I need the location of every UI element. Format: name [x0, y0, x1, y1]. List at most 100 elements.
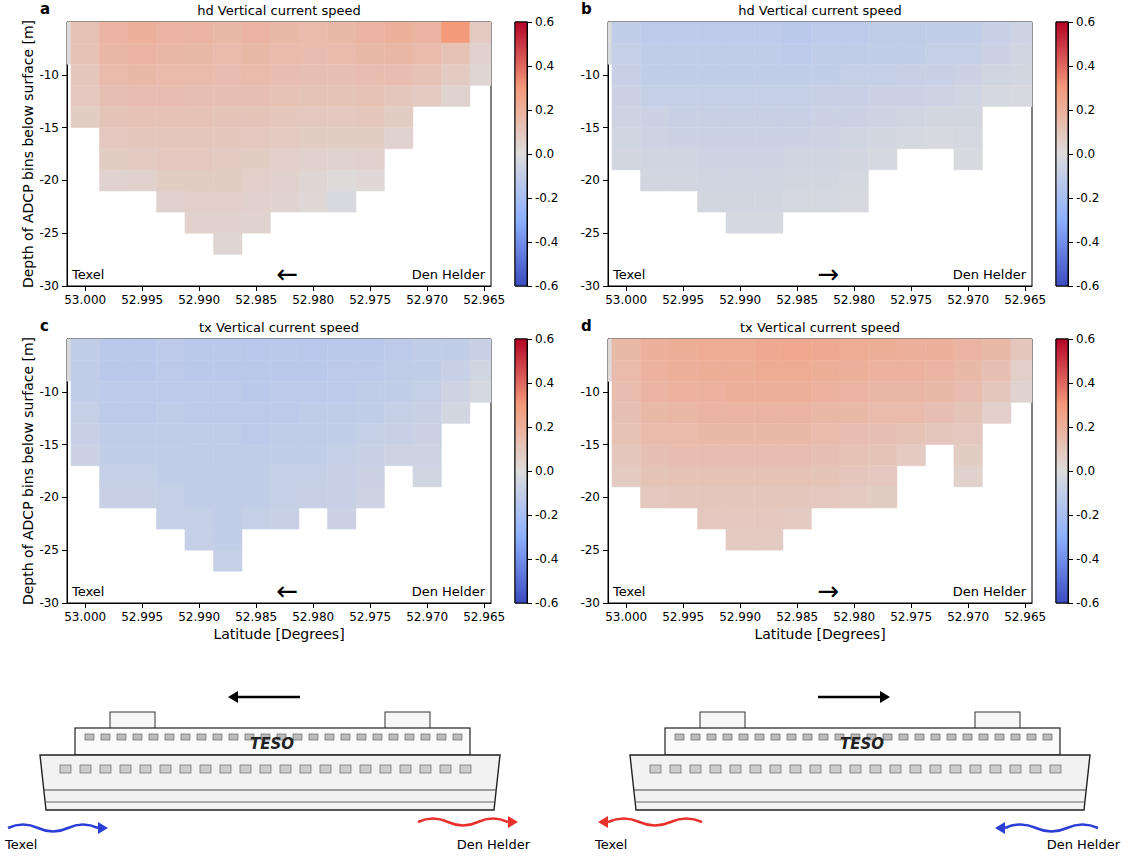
svg-text:0.0: 0.0	[1076, 464, 1095, 478]
svg-text:Texel: Texel	[594, 837, 627, 852]
svg-text:0.6: 0.6	[1076, 332, 1095, 346]
svg-text:0.6: 0.6	[535, 332, 554, 346]
svg-text:52.970: 52.970	[406, 293, 448, 307]
svg-text:0.4: 0.4	[535, 59, 554, 73]
svg-text:Texel: Texel	[612, 584, 645, 599]
svg-text:-0.2: -0.2	[1076, 191, 1099, 205]
svg-text:Latitude [Degrees]: Latitude [Degrees]	[754, 626, 885, 642]
svg-text:0.2: 0.2	[535, 103, 554, 117]
svg-text:Den Helder: Den Helder	[1047, 837, 1121, 852]
svg-text:Den Helder: Den Helder	[412, 267, 486, 282]
svg-text:-30: -30	[580, 596, 600, 610]
svg-text:-15: -15	[580, 121, 600, 135]
svg-text:Depth of ADCP bins below surfa: Depth of ADCP bins below surface [m]	[20, 337, 36, 605]
svg-text:52.970: 52.970	[947, 610, 989, 624]
svg-text:52.990: 52.990	[719, 293, 761, 307]
svg-text:-0.4: -0.4	[1076, 235, 1099, 249]
svg-text:-0.4: -0.4	[1076, 552, 1099, 566]
svg-text:-30: -30	[39, 596, 59, 610]
svg-text:Den Helder: Den Helder	[953, 584, 1027, 599]
svg-text:53.000: 53.000	[64, 610, 106, 624]
svg-text:0.0: 0.0	[535, 147, 554, 161]
svg-text:Den Helder: Den Helder	[457, 837, 531, 852]
svg-text:-0.6: -0.6	[535, 279, 558, 293]
svg-text:Texel: Texel	[4, 837, 37, 852]
svg-text:0.6: 0.6	[535, 15, 554, 29]
svg-text:52.990: 52.990	[178, 293, 220, 307]
svg-text:-10: -10	[580, 68, 600, 82]
svg-text:52.975: 52.975	[890, 293, 932, 307]
svg-text:Latitude [Degrees]: Latitude [Degrees]	[213, 626, 344, 642]
svg-text:tx Vertical current speed: tx Vertical current speed	[740, 320, 900, 335]
svg-text:-20: -20	[580, 173, 600, 187]
svg-text:52.975: 52.975	[349, 610, 391, 624]
svg-text:52.995: 52.995	[662, 610, 704, 624]
svg-text:-30: -30	[580, 279, 600, 293]
svg-text:52.965: 52.965	[463, 293, 505, 307]
svg-text:52.965: 52.965	[1004, 293, 1046, 307]
svg-text:hd Vertical current speed: hd Vertical current speed	[738, 3, 902, 18]
svg-text:-15: -15	[580, 438, 600, 452]
svg-text:TESO: TESO	[250, 735, 294, 753]
svg-text:52.975: 52.975	[890, 610, 932, 624]
svg-text:53.000: 53.000	[605, 293, 647, 307]
svg-text:52.965: 52.965	[1004, 610, 1046, 624]
svg-text:Texel: Texel	[612, 267, 645, 282]
svg-text:52.970: 52.970	[406, 610, 448, 624]
svg-text:52.980: 52.980	[833, 610, 875, 624]
svg-text:-15: -15	[39, 121, 59, 135]
svg-text:-0.6: -0.6	[1076, 279, 1099, 293]
svg-text:Texel: Texel	[71, 267, 104, 282]
svg-text:d: d	[581, 317, 592, 335]
svg-text:←: ←	[277, 576, 299, 606]
svg-text:-0.2: -0.2	[1076, 508, 1099, 522]
svg-text:a: a	[40, 0, 50, 18]
svg-text:-25: -25	[580, 543, 600, 557]
svg-text:0.0: 0.0	[1076, 147, 1095, 161]
svg-text:-25: -25	[580, 226, 600, 240]
svg-text:52.965: 52.965	[463, 610, 505, 624]
svg-text:-10: -10	[580, 385, 600, 399]
svg-text:0.4: 0.4	[1076, 59, 1095, 73]
svg-text:Den Helder: Den Helder	[412, 584, 486, 599]
svg-text:52.970: 52.970	[947, 293, 989, 307]
svg-text:0.2: 0.2	[535, 420, 554, 434]
svg-text:-30: -30	[39, 279, 59, 293]
svg-text:52.985: 52.985	[235, 293, 277, 307]
svg-text:52.995: 52.995	[121, 293, 163, 307]
svg-text:-25: -25	[39, 226, 59, 240]
svg-text:Den Helder: Den Helder	[953, 267, 1027, 282]
svg-text:53.000: 53.000	[64, 293, 106, 307]
svg-text:0.6: 0.6	[1076, 15, 1095, 29]
svg-text:52.985: 52.985	[776, 610, 818, 624]
svg-text:52.995: 52.995	[121, 610, 163, 624]
svg-text:-0.4: -0.4	[535, 552, 558, 566]
svg-text:52.990: 52.990	[719, 610, 761, 624]
svg-text:-0.6: -0.6	[535, 596, 558, 610]
svg-text:c: c	[40, 317, 49, 335]
svg-text:Texel: Texel	[71, 584, 104, 599]
svg-text:-20: -20	[580, 490, 600, 504]
svg-text:-10: -10	[39, 385, 59, 399]
svg-text:-20: -20	[39, 173, 59, 187]
svg-text:52.980: 52.980	[292, 610, 334, 624]
svg-text:→: →	[818, 259, 840, 289]
svg-text:-0.4: -0.4	[535, 235, 558, 249]
svg-text:0.2: 0.2	[1076, 103, 1095, 117]
svg-text:-10: -10	[39, 68, 59, 82]
svg-text:52.980: 52.980	[292, 293, 334, 307]
svg-text:0.2: 0.2	[1076, 420, 1095, 434]
svg-text:-20: -20	[39, 490, 59, 504]
svg-text:-0.6: -0.6	[1076, 596, 1099, 610]
svg-text:0.4: 0.4	[1076, 376, 1095, 390]
svg-text:Depth of ADCP bins below surfa: Depth of ADCP bins below surface [m]	[20, 20, 36, 288]
svg-text:-25: -25	[39, 543, 59, 557]
svg-text:-0.2: -0.2	[535, 191, 558, 205]
svg-text:53.000: 53.000	[605, 610, 647, 624]
svg-text:52.985: 52.985	[235, 610, 277, 624]
svg-text:0.0: 0.0	[535, 464, 554, 478]
svg-text:b: b	[581, 0, 592, 18]
svg-text:←: ←	[277, 259, 299, 289]
svg-text:→: →	[818, 576, 840, 606]
svg-text:0.4: 0.4	[535, 376, 554, 390]
